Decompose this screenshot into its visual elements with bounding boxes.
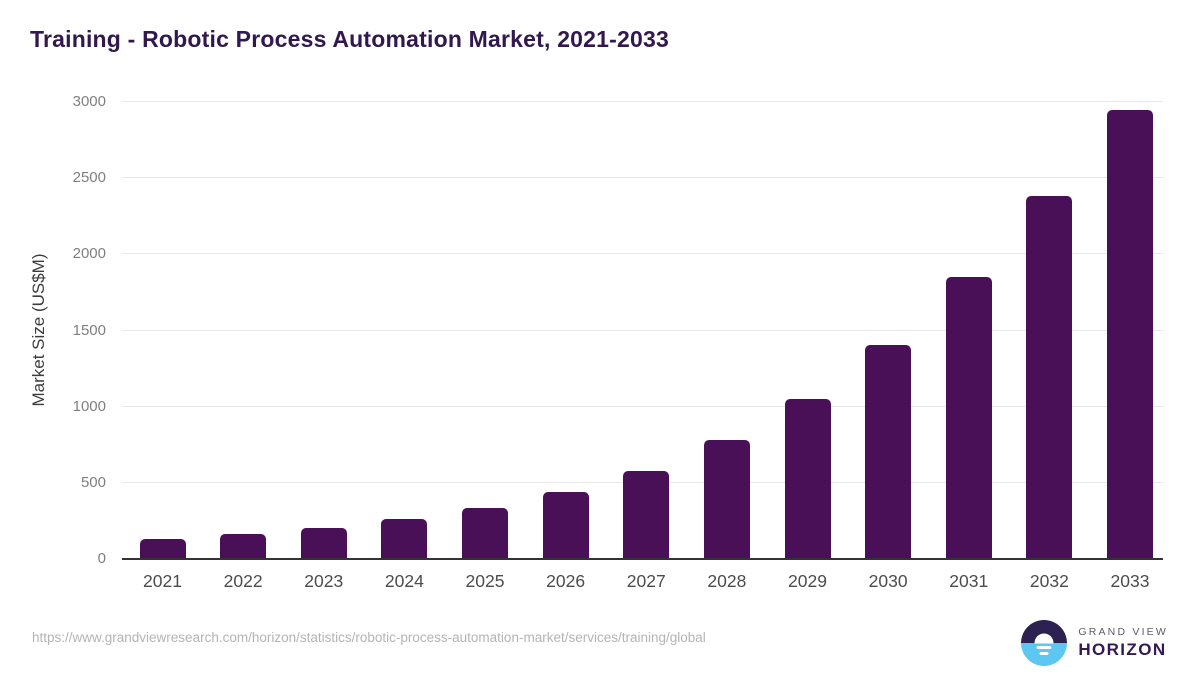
bar-2027 [623, 470, 670, 558]
logo-text: GRAND VIEW HORIZON [1078, 626, 1168, 660]
x-tick-label-2029: 2029 [788, 571, 827, 591]
y-tick-label-0: 0 [97, 550, 106, 567]
y-tick-label-2000: 2000 [72, 245, 106, 263]
source-url: https://www.grandviewresearch.com/horizo… [32, 630, 706, 645]
x-tick-label-2021: 2021 [143, 571, 182, 591]
x-tick-label-2032: 2032 [1029, 571, 1069, 591]
bar-2024 [381, 519, 428, 558]
sun-reflection-line [1039, 651, 1049, 655]
y-tick-label-500: 500 [80, 473, 106, 491]
logo-product-name: HORIZON [1078, 640, 1167, 659]
bar-2023 [300, 528, 347, 558]
bar-2026 [542, 492, 589, 558]
x-tick-label-2025: 2025 [465, 571, 505, 591]
gridline-2500 [122, 177, 1163, 179]
bar-2022 [220, 534, 267, 558]
x-tick-label-2024: 2024 [384, 571, 424, 591]
bar-2028 [703, 439, 750, 558]
bar-2029 [784, 398, 831, 558]
x-tick-label-2026: 2026 [546, 571, 586, 591]
plot-region [122, 101, 1163, 558]
x-tick-label-2023: 2023 [304, 571, 344, 591]
x-tick-label-2027: 2027 [626, 571, 666, 591]
x-tick-label-2033: 2033 [1110, 571, 1150, 591]
x-axis-line [122, 558, 1163, 560]
sun-reflection-line [1036, 646, 1052, 649]
chart-title: Training - Robotic Process Automation Ma… [30, 26, 669, 52]
horizon-sun-icon [1021, 620, 1068, 666]
logo-brand-name: GRAND VIEW [1078, 626, 1168, 638]
gridline-1500 [122, 329, 1163, 331]
y-tick-label-1500: 1500 [72, 321, 106, 339]
y-tick-label-2500: 2500 [72, 169, 106, 187]
x-tick-label-2022: 2022 [223, 571, 263, 591]
bar-2021 [139, 539, 186, 558]
y-tick-label-3000: 3000 [72, 93, 106, 110]
bar-2033 [1107, 110, 1153, 558]
bar-2031 [945, 277, 992, 558]
bar-2025 [462, 508, 508, 558]
grand-view-horizon-logo: GRAND VIEW HORIZON [1021, 620, 1168, 666]
x-tick-label-2031: 2031 [949, 571, 989, 591]
y-tick-label-1000: 1000 [72, 397, 106, 415]
sun-dome-shape [1034, 633, 1054, 643]
gridline-2000 [122, 253, 1163, 255]
gridline-1000 [122, 405, 1163, 407]
bar-2030 [865, 344, 912, 558]
gridline-3000 [122, 101, 1163, 102]
x-tick-label-2028: 2028 [707, 571, 747, 591]
x-tick-label-2030: 2030 [868, 571, 908, 591]
bar-2032 [1026, 195, 1073, 558]
